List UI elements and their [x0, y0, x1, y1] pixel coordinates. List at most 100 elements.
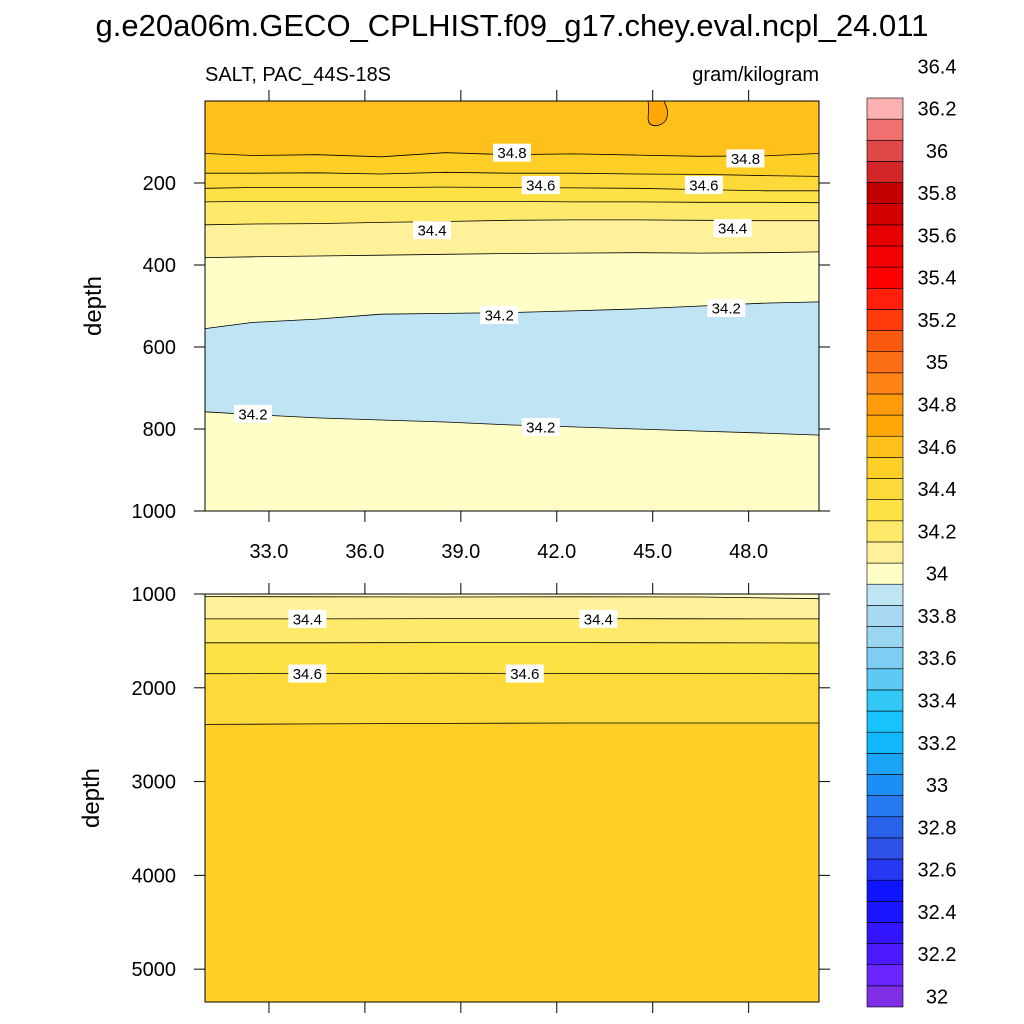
- colorbar-label: 34.2: [918, 521, 957, 543]
- colorbar-box: [866, 245, 904, 268]
- upper-contour-label-text: 34.2: [485, 308, 514, 325]
- upper-contour-label: 34.2: [480, 306, 519, 325]
- colorbar-box: [866, 816, 904, 839]
- upper-contour-line: [205, 171, 820, 177]
- colorbar-box: [866, 753, 904, 775]
- lower-contour-label: 34.4: [579, 609, 618, 628]
- colorbar-box: [866, 435, 904, 458]
- colorbar-box: [866, 710, 904, 733]
- colorbar-box: [866, 309, 904, 331]
- upper-x-axis: 33.0 36.0 39.0 42.0 45.0 48.0: [249, 90, 768, 563]
- lower-contour-label: 34.6: [505, 664, 544, 683]
- upper-closed-contour: [647, 100, 668, 126]
- colorbar-label: 33.8: [918, 606, 957, 628]
- upper-plot-frame: [204, 100, 820, 512]
- colorbar-label: 35.8: [918, 183, 957, 205]
- colorbar-label: 34.8: [918, 395, 957, 417]
- colorbar-label: 36.4: [918, 56, 957, 78]
- upper-x-tick-label: 45.0: [633, 541, 672, 563]
- colorbar-box: [866, 795, 904, 818]
- upper-x-tick-label: 39.0: [441, 541, 480, 563]
- upper-contour-label: 34.2: [707, 299, 746, 318]
- colorbar-box: [866, 837, 904, 860]
- colorbar-box: [866, 457, 904, 479]
- lower-band-5: [204, 722, 820, 1003]
- upper-y-axis: 200 400 600 800 1000: [132, 173, 830, 523]
- colorbar-box: [866, 499, 904, 522]
- upper-contour-label-text: 34.6: [689, 178, 718, 195]
- upper-contour-label: 34.4: [713, 219, 752, 238]
- colorbar-box: [866, 647, 904, 670]
- upper-x-tick-label: 42.0: [537, 541, 576, 563]
- colorbar-box: [866, 118, 904, 141]
- subtitle-left: SALT, PAC_44S-18S: [205, 64, 391, 86]
- colorbar-box: [866, 689, 904, 712]
- upper-contour-label: 34.4: [413, 221, 452, 240]
- upper-contour-label-text: 34.2: [238, 406, 267, 423]
- colorbar-box: [866, 731, 904, 754]
- colorbar-box: [866, 478, 904, 500]
- lower-contour-label-text: 34.4: [584, 611, 613, 628]
- lower-y-tick-label: 1000: [132, 584, 177, 606]
- colorbar-box: [866, 985, 904, 1008]
- colorbar-box: [866, 139, 904, 162]
- colorbar-label: 33.2: [918, 733, 957, 755]
- upper-contour-line: [204, 200, 820, 204]
- upper-contour-label-text: 34.2: [526, 419, 555, 436]
- colorbar-box: [866, 203, 904, 226]
- upper-contour-label-text: 34.2: [712, 301, 741, 318]
- upper-y-tick-label: 200: [143, 173, 176, 195]
- upper-x-tick-label: 48.0: [729, 541, 768, 563]
- colorbar-box: [866, 879, 904, 902]
- upper-y-axis-label: depth: [80, 276, 107, 336]
- colorbar-label: 33.6: [918, 648, 957, 670]
- upper-contour-label: 34.2: [521, 417, 560, 436]
- colorbar-box: [866, 161, 904, 183]
- upper-contour-label: 34.8: [726, 149, 765, 168]
- colorbar-label: 34.6: [918, 437, 957, 459]
- colorbar-box: [866, 351, 904, 374]
- upper-contour-label: 34.8: [493, 143, 531, 162]
- upper-y-tick-label: 400: [143, 255, 176, 277]
- colorbar-label: 35.2: [918, 310, 957, 332]
- colorbar-box: [866, 372, 904, 395]
- upper-y-tick-label: 1000: [132, 501, 177, 523]
- colorbar-label: 32.6: [918, 860, 957, 882]
- upper-contour-label-text: 34.8: [497, 145, 526, 162]
- colorbar-label: 32.8: [918, 817, 957, 839]
- colorbar-label: 33.4: [918, 691, 957, 713]
- lower-y-tick-label: 5000: [132, 959, 177, 981]
- upper-x-tick-label: 36.0: [345, 541, 384, 563]
- upper-x-tick-label: 33.0: [249, 541, 288, 563]
- lower-y-tick-label: 3000: [132, 772, 177, 794]
- upper-contour-label: 34.2: [233, 404, 272, 423]
- colorbar-box: [866, 414, 904, 437]
- colorbar-label: 34.4: [918, 479, 957, 501]
- colorbar-box: [866, 583, 904, 606]
- colorbar-box: [866, 858, 904, 881]
- colorbar: 32 32.2 32.4 32.6 32.8 33 33.2 33.4 33.6 33.8 34 34…: [866, 56, 957, 1008]
- lower-contour-labels: 34.4 34.4 34.6 34.6: [288, 609, 618, 683]
- colorbar-label: 36: [926, 141, 948, 163]
- colorbar-label: 35.4: [918, 268, 957, 290]
- colorbar-box: [866, 668, 904, 691]
- colorbar-box: [866, 943, 904, 966]
- colorbar-label: 32.2: [918, 944, 957, 966]
- colorbar-box: [866, 330, 904, 352]
- lower-y-tick-label: 2000: [132, 678, 177, 700]
- lower-plot-frame: [204, 593, 820, 1003]
- lower-contour-label-text: 34.6: [510, 666, 539, 683]
- lower-y-axis-label: depth: [78, 768, 105, 828]
- lower-contour-fills: [204, 593, 820, 1003]
- upper-contour-label-text: 34.8: [731, 151, 760, 168]
- upper-y-tick-label: 600: [143, 337, 176, 359]
- colorbar-label: 36.2: [918, 99, 957, 121]
- colorbar-box: [866, 964, 904, 987]
- colorbar-box: [866, 541, 904, 564]
- colorbar-label: 34: [926, 564, 948, 586]
- upper-y-tick-label: 800: [143, 419, 176, 441]
- colorbar-label: 32: [926, 986, 948, 1008]
- colorbar-label: 33: [926, 775, 948, 797]
- upper-contour-line: [204, 411, 820, 436]
- colorbar-box: [866, 97, 904, 120]
